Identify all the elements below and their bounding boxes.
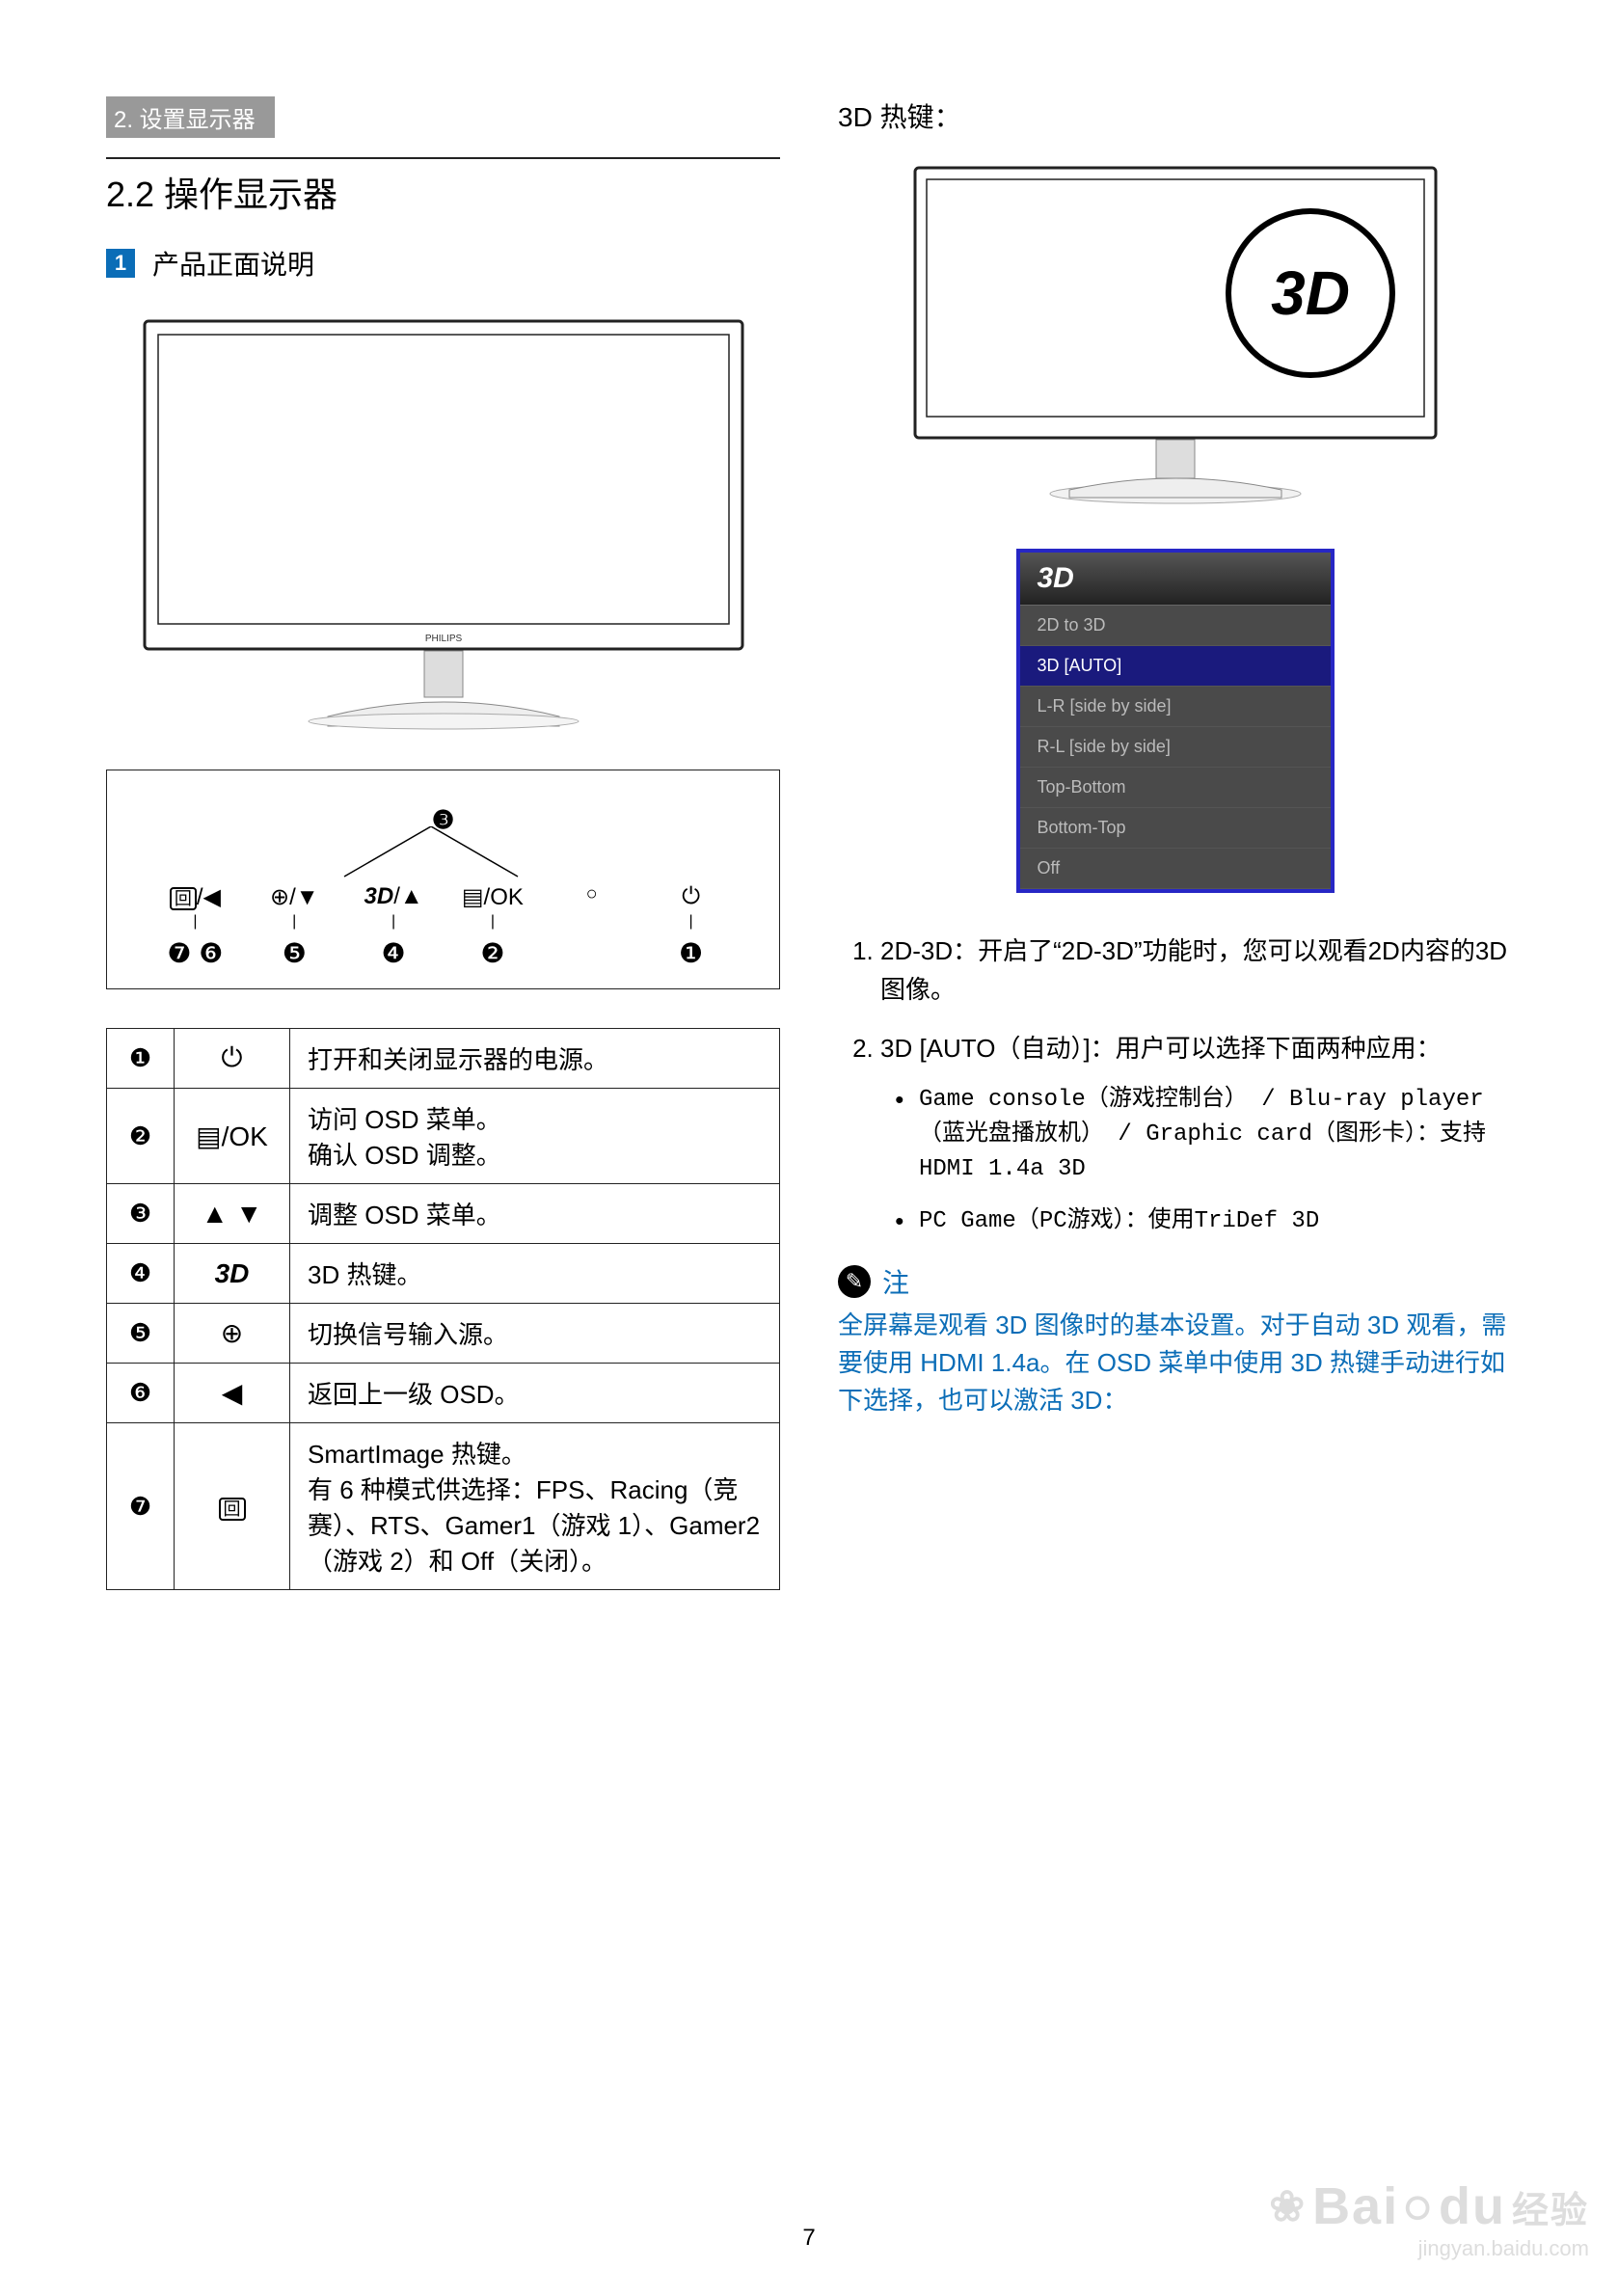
subsection-header: 1 产品正面说明 bbox=[106, 244, 780, 283]
osd-item[interactable]: Top-Bottom bbox=[1020, 768, 1331, 808]
btn-label: ▤/OK bbox=[443, 883, 542, 911]
osd-header: 3D bbox=[1020, 553, 1331, 606]
list-item: 2D-3D：开启了“2D-3D”功能时，您可以观看2D内容的3D图像。 bbox=[880, 932, 1512, 1010]
btn-num: ❹ bbox=[344, 937, 444, 969]
osd-item[interactable]: R-L [side by side] bbox=[1020, 727, 1331, 768]
table-row: ❷▤/OK访问 OSD 菜单。 确认 OSD 调整。 bbox=[107, 1089, 780, 1184]
svg-text:3D: 3D bbox=[1271, 258, 1350, 328]
button-labels-row: 回/◀ ⊕/▼ 3D/▲ ▤/OK ○ ⏻ bbox=[146, 883, 741, 911]
note-label: 注 bbox=[882, 1262, 909, 1301]
osd-menu: 3D 2D to 3D3D [AUTO]L-R [side by side]R-… bbox=[1016, 549, 1335, 893]
monitor-front-svg: PHILIPS bbox=[135, 311, 752, 736]
right-title: 3D 热键： bbox=[838, 96, 1512, 135]
list-item: 3D [AUTO（自动）]：用户可以选择下面两种应用： Game console… bbox=[880, 1029, 1512, 1239]
osd-item[interactable]: 3D [AUTO] bbox=[1020, 646, 1331, 687]
osd-item[interactable]: L-R [side by side] bbox=[1020, 687, 1331, 727]
button-description-table: ❶⏻打开和关闭显示器的电源。❷▤/OK访问 OSD 菜单。 确认 OSD 调整。… bbox=[106, 1028, 780, 1590]
table-row: ❹3D3D 热键。 bbox=[107, 1244, 780, 1304]
page-number: 7 bbox=[802, 2225, 815, 2252]
button-numbers-row: ❼ ❻ ❺ ❹ ❷ ❶ bbox=[146, 937, 741, 969]
osd-item[interactable]: Bottom-Top bbox=[1020, 808, 1331, 849]
monitor-3d-svg: 3D bbox=[905, 158, 1445, 515]
button-diagram: ❸ 回/◀ ⊕/▼ 3D/▲ ▤/OK ○ ⏻ ||||| ❼ ❻ bbox=[106, 770, 780, 989]
subsection-title: 产品正面说明 bbox=[152, 244, 314, 283]
page: 2. 设置显示器 2.2 操作显示器 1 产品正面说明 PHILIPS ❸ bbox=[0, 0, 1618, 1687]
btn-label: ○ bbox=[542, 883, 641, 911]
table-row: ❻◀返回上一级 OSD。 bbox=[107, 1364, 780, 1423]
table-row: ❼回SmartImage 热键。 有 6 种模式供选择：FPS、Racing（竞… bbox=[107, 1423, 780, 1590]
bullet-item: PC Game（PC游戏）：使用TriDef 3D bbox=[919, 1204, 1512, 1239]
btn-num: ❺ bbox=[245, 937, 344, 969]
paw-icon: ❀ bbox=[1269, 2182, 1307, 2231]
bullet-item: Game console（游戏控制台） / Blu-ray player（蓝光盘… bbox=[919, 1083, 1512, 1187]
btn-label: ⊕/▼ bbox=[245, 883, 344, 911]
monitor-3d-figure: 3D bbox=[838, 158, 1512, 520]
tree-lines bbox=[325, 826, 537, 884]
description-list: 2D-3D：开启了“2D-3D”功能时，您可以观看2D内容的3D图像。 3D [… bbox=[838, 932, 1512, 1239]
left-column: 2. 设置显示器 2.2 操作显示器 1 产品正面说明 PHILIPS ❸ bbox=[106, 96, 780, 1590]
divider bbox=[106, 157, 780, 159]
table-row: ❸▲ ▼调整 OSD 菜单。 bbox=[107, 1184, 780, 1244]
monitor-front-figure: PHILIPS bbox=[106, 311, 780, 741]
osd-item[interactable]: Off bbox=[1020, 849, 1331, 889]
bullet-list: Game console（游戏控制台） / Blu-ray player（蓝光盘… bbox=[880, 1083, 1512, 1239]
note-icon: ✎ bbox=[838, 1265, 871, 1298]
breadcrumb: 2. 设置显示器 bbox=[106, 96, 275, 138]
btn-num: ❼ ❻ bbox=[146, 937, 245, 969]
note-header: ✎ 注 bbox=[838, 1262, 1512, 1301]
table-row: ❶⏻打开和关闭显示器的电源。 bbox=[107, 1029, 780, 1089]
btn-num bbox=[542, 937, 641, 969]
section-title: 2.2 操作显示器 bbox=[106, 167, 780, 217]
btn-label: ⏻ bbox=[641, 883, 741, 911]
note-body: 全屏幕是观看 3D 图像时的基本设置。对于自动 3D 观看，需要使用 HDMI … bbox=[838, 1307, 1512, 1419]
table-row: ❺⊕切换信号输入源。 bbox=[107, 1304, 780, 1364]
watermark-url: jingyan.baidu.com bbox=[1269, 2236, 1589, 2261]
svg-text:PHILIPS: PHILIPS bbox=[424, 634, 462, 644]
btn-num: ❷ bbox=[443, 937, 542, 969]
watermark: ❀ Bai ੦ du 经验 jingyan.baidu.com bbox=[1269, 2176, 1589, 2261]
right-column: 3D 热键： 3D 3D 2D to 3D3D [AUTO]L-R [side … bbox=[838, 96, 1512, 1590]
osd-item[interactable]: 2D to 3D bbox=[1020, 606, 1331, 646]
subsection-badge: 1 bbox=[106, 249, 135, 278]
btn-num: ❶ bbox=[641, 937, 741, 969]
